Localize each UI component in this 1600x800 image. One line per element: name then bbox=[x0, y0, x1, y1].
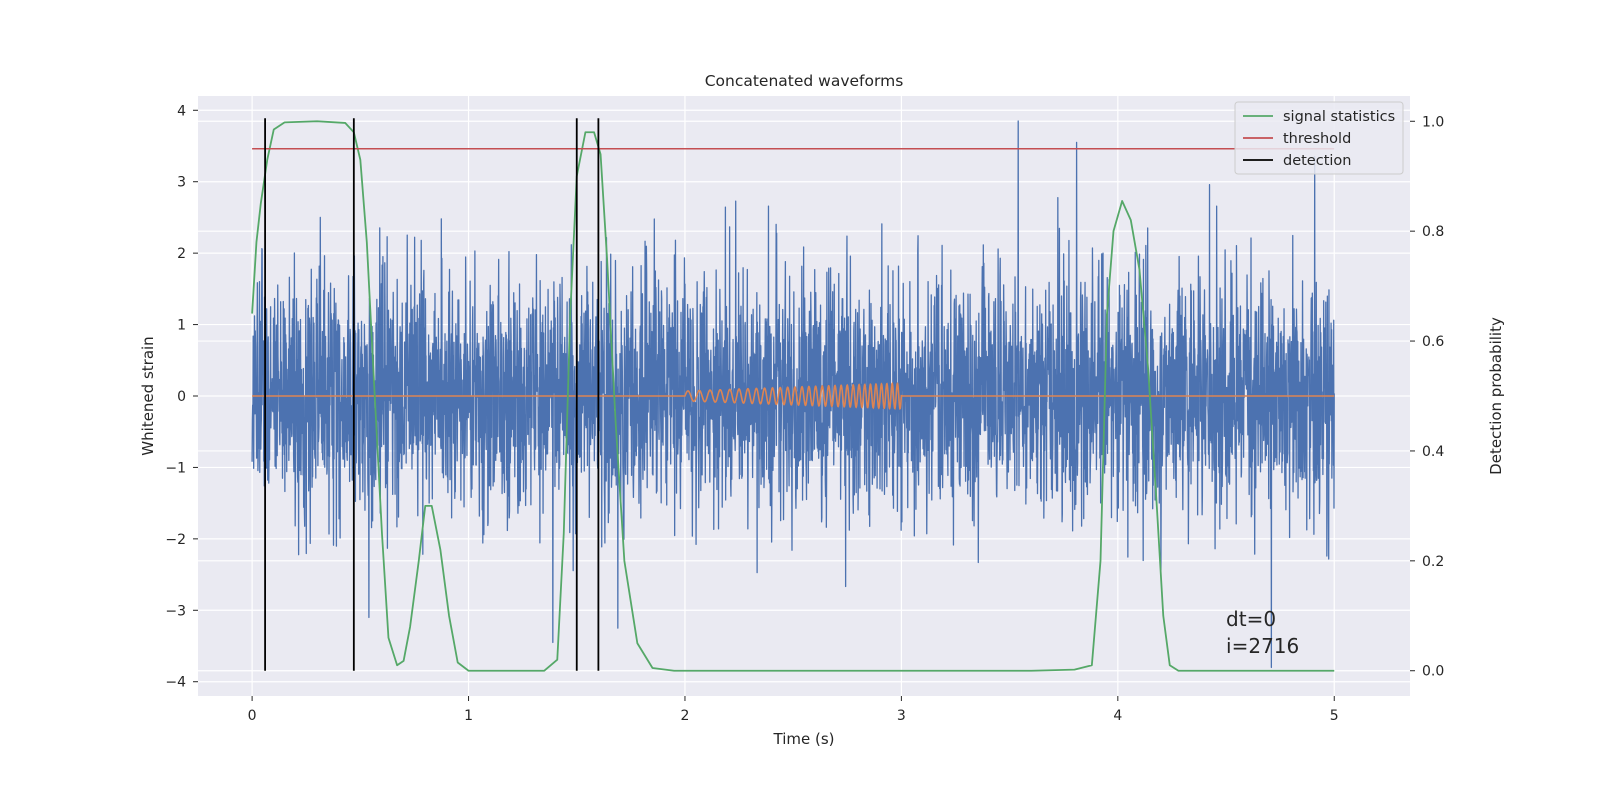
y-tick-label: 1 bbox=[177, 318, 186, 334]
legend: signal statistics threshold detection bbox=[1234, 101, 1404, 175]
y2-axis-label: Detection probability bbox=[1487, 317, 1505, 475]
y2-tick-label: 0.2 bbox=[1422, 554, 1444, 570]
y2-tick-label: 1.0 bbox=[1422, 114, 1444, 130]
series-injected-waveform bbox=[252, 381, 1335, 411]
axis-ticks: 0 1 2 3 4 5 −4 −3 −2 −1 0 1 2 3 4 0.0 0.2 0.4 0.6 0.8 1.0 bbox=[165, 103, 1444, 724]
legend-label-signal-statistics: signal statistics bbox=[1283, 109, 1395, 125]
x-tick-label: 4 bbox=[1113, 708, 1122, 724]
x-tick-label: 2 bbox=[681, 708, 690, 724]
series-signal-statistics bbox=[251, 120, 1335, 672]
y-axis-label: Whitened strain bbox=[139, 336, 157, 455]
y-tick-label: 4 bbox=[177, 103, 186, 119]
y-tick-label: 3 bbox=[177, 175, 186, 191]
y-tick-label: −2 bbox=[165, 532, 186, 548]
y2-tick-label: 0.8 bbox=[1422, 224, 1444, 240]
y-tick-label: −3 bbox=[165, 603, 186, 619]
chart-title: Concatenated waveforms bbox=[705, 72, 904, 90]
x-tick-label: 3 bbox=[897, 708, 906, 724]
y2-tick-label: 0.0 bbox=[1422, 664, 1444, 680]
y-tick-label: 2 bbox=[177, 246, 186, 262]
annotation-dt: dt=0 bbox=[1226, 607, 1276, 631]
x-tick-label: 0 bbox=[248, 708, 257, 724]
series-whitened-strain bbox=[251, 120, 1335, 669]
legend-label-threshold: threshold bbox=[1283, 131, 1351, 147]
x-tick-label: 1 bbox=[464, 708, 473, 724]
y2-tick-label: 0.6 bbox=[1422, 334, 1444, 350]
y-tick-label: −1 bbox=[165, 460, 186, 476]
x-tick-label: 5 bbox=[1330, 708, 1339, 724]
y2-tick-label: 0.4 bbox=[1422, 444, 1444, 460]
legend-label-detection: detection bbox=[1283, 153, 1351, 169]
series-layer bbox=[251, 118, 1335, 672]
y-tick-label: −4 bbox=[165, 675, 186, 691]
y-tick-label: 0 bbox=[177, 389, 186, 405]
x-axis-label: Time (s) bbox=[773, 730, 835, 748]
annotation-index: i=2716 bbox=[1226, 634, 1299, 658]
